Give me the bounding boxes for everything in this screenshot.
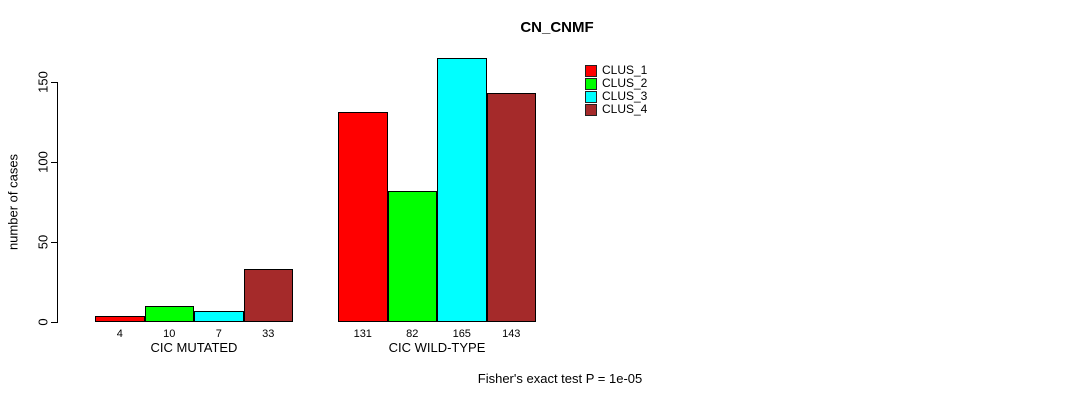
bar-clus_4-group1	[243, 269, 293, 322]
chart-title: CN_CNMF	[520, 19, 594, 36]
bar-value-label: 4	[116, 328, 123, 340]
legend-item: CLUS_2	[585, 77, 647, 90]
bar-value-label: 7	[215, 328, 222, 340]
legend-label: CLUS_2	[602, 76, 648, 90]
bar-value-label: 82	[406, 328, 419, 340]
bar-clus_3-group2	[437, 58, 487, 322]
legend-swatch	[585, 64, 597, 77]
y-axis-tick-label: 150	[35, 71, 51, 93]
y-axis-tick	[51, 82, 57, 83]
legend-swatch	[585, 90, 597, 103]
annotation-text: Fisher's exact test P = 1e-05	[477, 371, 643, 386]
bar-clus_1-group1	[95, 316, 145, 322]
legend-item: CLUS_1	[585, 64, 647, 77]
y-axis-tick-label: 50	[35, 234, 51, 250]
y-axis-tick	[51, 162, 57, 163]
legend-swatch	[585, 77, 597, 90]
legend-label: CLUS_1	[602, 63, 648, 77]
y-axis-line	[57, 82, 58, 323]
y-axis-tick	[51, 242, 57, 243]
category-label: CIC MUTATED	[150, 340, 238, 355]
category-label: CIC WILD-TYPE	[388, 340, 486, 355]
legend-swatch	[585, 103, 597, 116]
bar-clus_1-group2	[338, 112, 388, 322]
y-axis-tick	[51, 322, 57, 323]
bar-value-label: 165	[452, 328, 471, 340]
bar-clus_2-group1	[144, 306, 194, 322]
legend-item: CLUS_4	[585, 103, 647, 116]
y-axis-tick-label: 100	[35, 151, 51, 173]
bar-value-label: 10	[163, 328, 176, 340]
legend-label: CLUS_4	[602, 102, 648, 116]
bar-value-label: 131	[353, 328, 372, 340]
y-axis-label: number of cases	[5, 153, 21, 251]
bar-clus_2-group2	[387, 191, 437, 322]
y-axis-tick-label: 0	[35, 318, 51, 326]
bar-value-label: 33	[262, 328, 275, 340]
legend-label: CLUS_3	[602, 89, 648, 103]
bar-clus_3-group1	[194, 311, 244, 322]
legend-item: CLUS_3	[585, 90, 647, 103]
legend: CLUS_1 CLUS_2 CLUS_3 CLUS_4	[585, 64, 647, 116]
bar-clus_4-group2	[486, 93, 536, 322]
bar-value-label: 143	[502, 328, 521, 340]
